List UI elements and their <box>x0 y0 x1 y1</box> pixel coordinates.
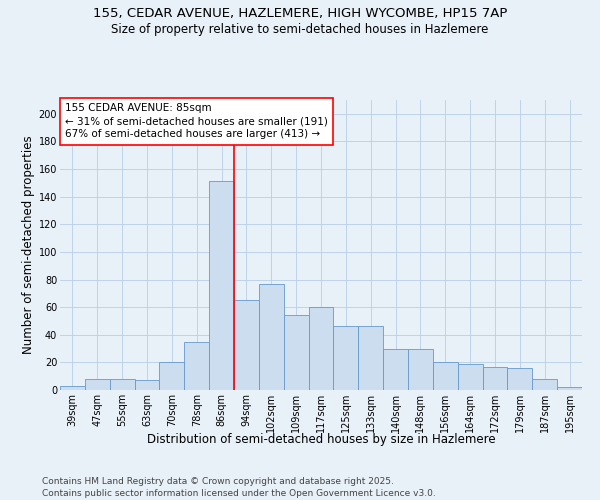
Text: 155 CEDAR AVENUE: 85sqm
← 31% of semi-detached houses are smaller (191)
67% of s: 155 CEDAR AVENUE: 85sqm ← 31% of semi-de… <box>65 103 328 140</box>
Bar <box>557 387 582 390</box>
Y-axis label: Number of semi-detached properties: Number of semi-detached properties <box>22 136 35 354</box>
Bar <box>433 362 458 390</box>
Bar <box>234 300 259 390</box>
Bar <box>358 326 383 390</box>
Bar <box>334 326 358 390</box>
Bar <box>532 379 557 390</box>
Bar <box>160 362 184 390</box>
Bar <box>482 366 508 390</box>
Bar <box>209 182 234 390</box>
Bar <box>110 379 134 390</box>
Bar <box>308 307 334 390</box>
Bar <box>184 342 209 390</box>
Bar <box>383 348 408 390</box>
Bar <box>60 386 85 390</box>
Text: Distribution of semi-detached houses by size in Hazlemere: Distribution of semi-detached houses by … <box>146 432 496 446</box>
Bar <box>508 368 532 390</box>
Bar <box>458 364 482 390</box>
Bar <box>259 284 284 390</box>
Text: Contains HM Land Registry data © Crown copyright and database right 2025.
Contai: Contains HM Land Registry data © Crown c… <box>42 476 436 498</box>
Text: Size of property relative to semi-detached houses in Hazlemere: Size of property relative to semi-detach… <box>112 22 488 36</box>
Bar <box>134 380 160 390</box>
Bar <box>85 379 110 390</box>
Bar <box>284 316 308 390</box>
Bar <box>408 348 433 390</box>
Text: 155, CEDAR AVENUE, HAZLEMERE, HIGH WYCOMBE, HP15 7AP: 155, CEDAR AVENUE, HAZLEMERE, HIGH WYCOM… <box>93 8 507 20</box>
